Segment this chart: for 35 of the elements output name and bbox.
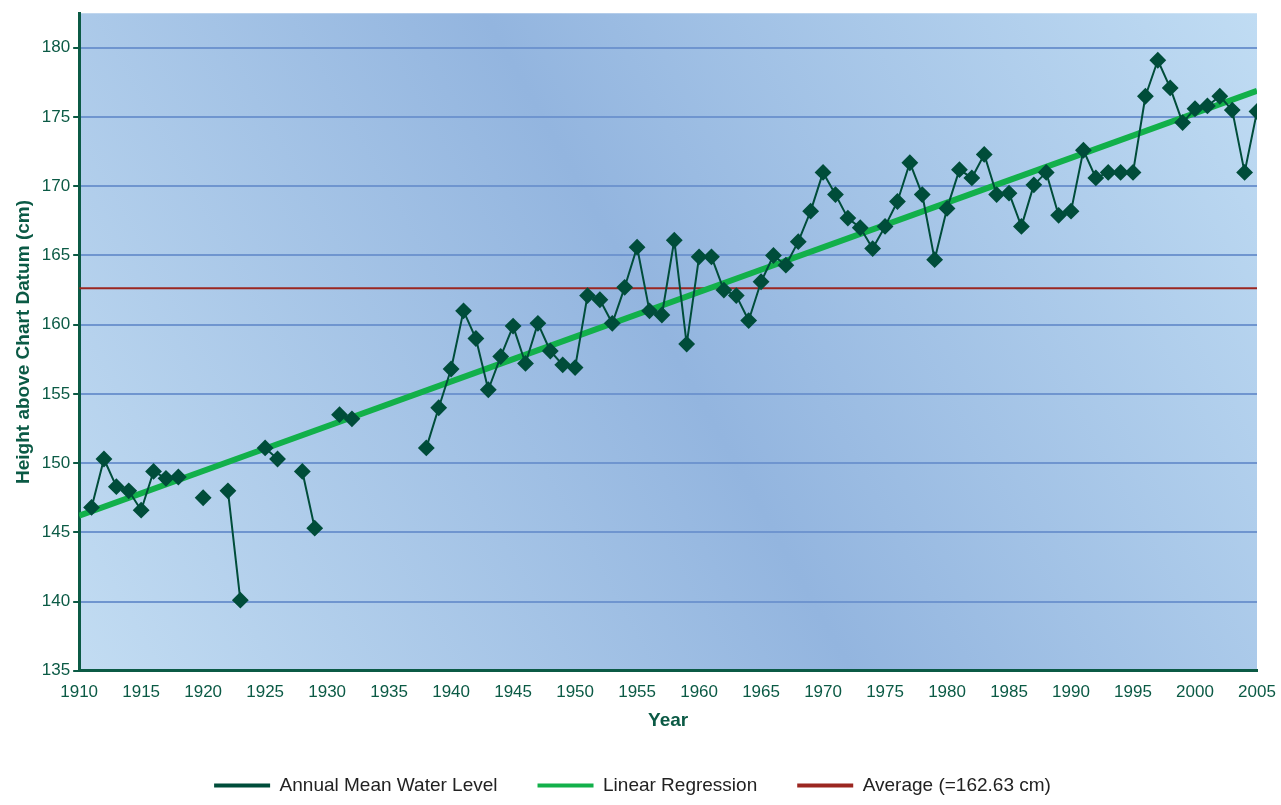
x-axis-title: Year [648,708,689,730]
x-tick-label: 1950 [556,681,595,701]
y-tick-label: 150 [41,452,71,472]
x-tick-label: 1930 [308,681,347,701]
x-tick-label: 1940 [432,681,471,701]
y-tick-label: 155 [41,383,71,403]
y-tick-label: 145 [41,522,71,542]
x-tick-label: 1920 [184,681,223,701]
x-tick-label: 1925 [246,681,285,701]
y-tick-label: 175 [41,106,71,126]
x-tick-label: 1980 [928,681,966,701]
x-tick-label: 1995 [1114,681,1152,701]
y-tick-label: 170 [41,175,71,195]
legend-label: Annual Mean Water Level [279,773,498,795]
x-tick-label: 1960 [680,681,718,701]
y-tick-label: 180 [41,37,71,57]
y-tick-label: 165 [41,245,71,265]
x-tick-label: 2005 [1238,681,1276,701]
x-tick-label: 1975 [866,681,904,701]
x-tick-label: 1985 [990,681,1028,701]
x-tick-label: 1910 [60,681,99,701]
y-tick-label: 160 [41,314,71,334]
x-tick-label: 1915 [122,681,161,701]
y-axis-title: Height above Chart Datum (cm) [11,200,33,484]
legend-label: Average (=162.63 cm) [862,773,1051,795]
y-tick-label: 135 [41,660,71,680]
x-tick-label: 1945 [494,681,533,701]
x-tick-label: 1970 [804,681,842,701]
legend-label: Linear Regression [603,773,758,795]
x-tick-label: 1990 [1052,681,1090,701]
x-tick-label: 1935 [370,681,409,701]
x-tick-label: 1965 [742,681,780,701]
x-tick-label: 1955 [618,681,656,701]
x-tick-label: 2000 [1176,681,1214,701]
y-tick-label: 140 [41,591,71,611]
